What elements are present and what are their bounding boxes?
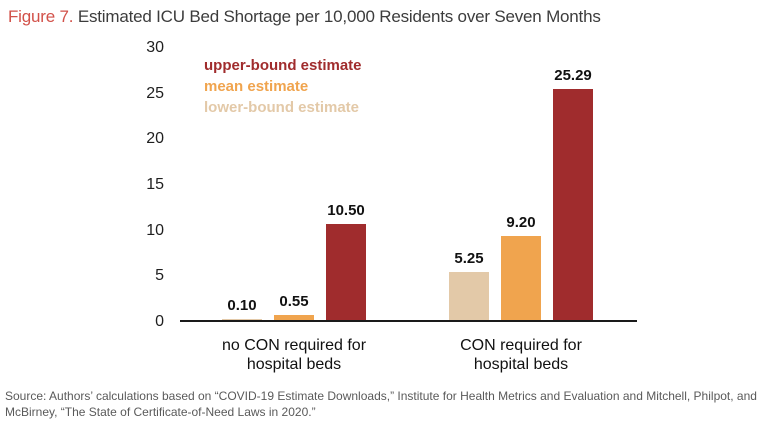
legend-item: mean estimate [204,78,309,95]
bar-value-label: 10.50 [327,202,365,219]
bar-value-label: 5.25 [454,250,484,267]
category-label-1: CON required for hospital beds [426,336,616,374]
y-tick-label: 10 [146,221,164,239]
bar-value-label: 0.10 [227,297,257,314]
bar-value-label: 0.55 [279,293,309,310]
bar-lower-bound-group-1 [449,272,489,320]
figure-title: Figure 7. Estimated ICU Bed Shortage per… [8,7,601,27]
plot-area: 0.10 5.25 0.55 9.20 10.50 25.29 [180,48,637,322]
bar-value-label: 25.29 [554,67,592,84]
bar-value-label: 9.20 [506,214,536,231]
y-tick-label: 0 [155,313,164,330]
y-tick-label: 30 [146,39,164,56]
legend-item: lower-bound estimate [204,99,360,116]
category-label-line: CON required for [460,337,582,354]
category-label-line: no CON required for [221,337,367,354]
category-label-0: no CON required for hospital beds [199,336,389,374]
y-tick-label: 20 [146,130,164,148]
bar-lower-bound-group-0 [222,319,262,320]
figure-number-label: Figure 7. [8,7,74,26]
bar-mean-group-1 [501,236,541,320]
source-note-line: Source: Authors’ calculations based on “… [5,389,757,403]
y-tick-label: 25 [146,84,164,102]
category-label-line: hospital beds [246,356,342,373]
bar-upper-bound-group-1 [553,89,593,320]
y-tick-label: 5 [155,267,164,285]
source-note-line: McBirney, “The State of Certificate-of-N… [5,405,316,419]
source-note: Source: Authors’ calculations based on “… [5,388,765,420]
category-label-line: hospital beds [473,356,569,373]
y-axis: 30 25 20 15 10 5 0 [120,39,164,330]
figure-title-text: Estimated ICU Bed Shortage per 10,000 Re… [77,7,601,26]
y-tick-label: 15 [146,176,164,193]
bar-upper-bound-group-0 [326,224,366,320]
legend-item: upper-bound estimate [204,57,362,74]
bar-mean-group-0 [274,315,314,320]
chart-legend: upper-bound estimate mean estimate lower-b… [204,55,362,118]
